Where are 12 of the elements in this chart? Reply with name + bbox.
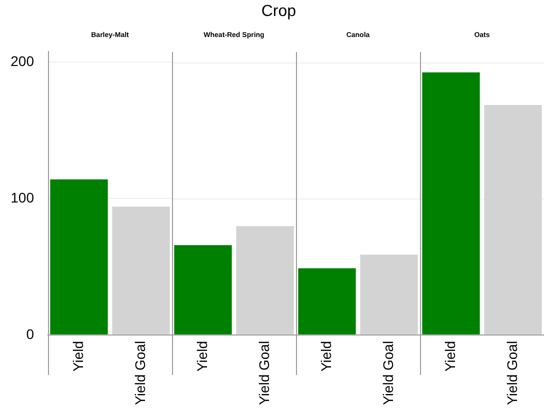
chart-title: Crop — [260, 3, 296, 21]
x-tick-label: Yield — [194, 340, 210, 372]
x-tick-label: Yield Goal — [380, 340, 396, 406]
y-tick-label: 0 — [26, 326, 34, 342]
x-tick-label: Yield — [318, 340, 334, 372]
x-tick-label: Yield Goal — [132, 340, 148, 406]
y-tick-label: 100 — [10, 189, 34, 206]
x-tick-label: Yield Goal — [504, 340, 520, 406]
x-tick-label: Yield Goal — [256, 340, 272, 406]
y-tick-label: 200 — [10, 52, 34, 69]
x-tick-label: Yield — [442, 340, 458, 372]
x-tick-label: Yield — [70, 340, 86, 372]
